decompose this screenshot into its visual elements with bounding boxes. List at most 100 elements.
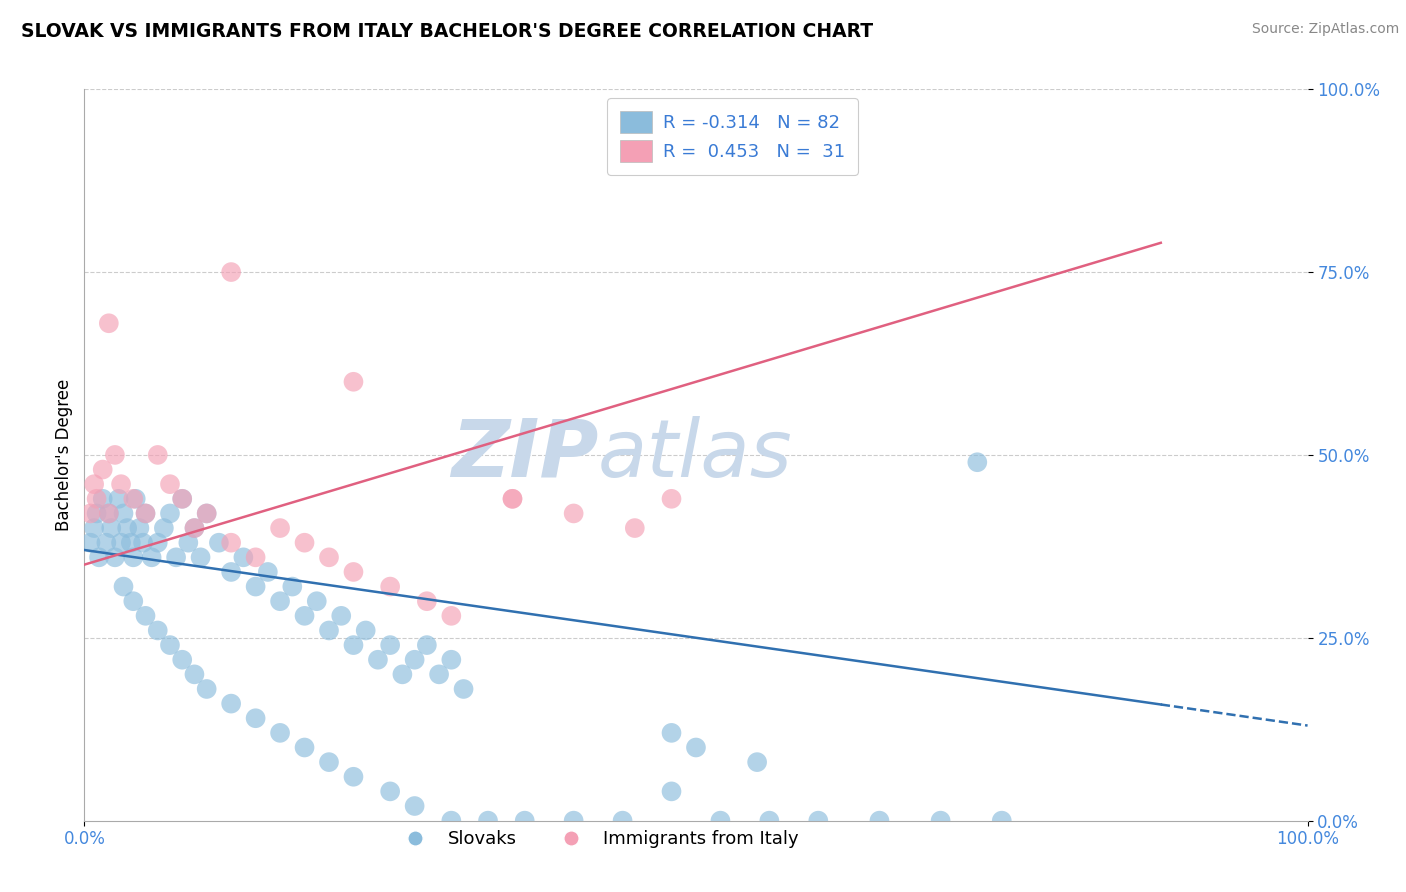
Point bbox=[966, 455, 988, 469]
Point bbox=[709, 814, 731, 828]
Point bbox=[367, 653, 389, 667]
Point bbox=[115, 521, 138, 535]
Point bbox=[159, 477, 181, 491]
Point bbox=[104, 550, 127, 565]
Point bbox=[183, 521, 205, 535]
Point bbox=[245, 550, 267, 565]
Point bbox=[195, 507, 218, 521]
Point bbox=[281, 580, 304, 594]
Point bbox=[245, 580, 267, 594]
Point bbox=[125, 491, 148, 506]
Point bbox=[91, 462, 114, 476]
Point bbox=[294, 608, 316, 623]
Point bbox=[453, 681, 475, 696]
Point bbox=[219, 697, 242, 711]
Point bbox=[128, 521, 150, 535]
Point bbox=[122, 491, 145, 506]
Point bbox=[269, 521, 291, 535]
Legend: Slovaks, Immigrants from Italy: Slovaks, Immigrants from Italy bbox=[389, 823, 806, 855]
Point bbox=[110, 477, 132, 491]
Point bbox=[97, 507, 120, 521]
Point bbox=[440, 814, 463, 828]
Point bbox=[146, 624, 169, 638]
Point bbox=[177, 535, 200, 549]
Point bbox=[624, 521, 647, 535]
Text: Source: ZipAtlas.com: Source: ZipAtlas.com bbox=[1251, 22, 1399, 37]
Point bbox=[330, 608, 353, 623]
Point bbox=[153, 521, 176, 535]
Point bbox=[132, 535, 155, 549]
Point bbox=[112, 507, 135, 521]
Point bbox=[135, 507, 157, 521]
Point bbox=[83, 477, 105, 491]
Point bbox=[104, 448, 127, 462]
Point bbox=[391, 667, 413, 681]
Point bbox=[107, 491, 129, 506]
Point bbox=[427, 667, 450, 681]
Point bbox=[172, 491, 194, 506]
Point bbox=[991, 814, 1014, 828]
Point bbox=[86, 491, 108, 506]
Point bbox=[159, 638, 181, 652]
Point bbox=[165, 550, 187, 565]
Point bbox=[159, 507, 181, 521]
Point bbox=[354, 624, 377, 638]
Y-axis label: Bachelor's Degree: Bachelor's Degree bbox=[55, 379, 73, 531]
Point bbox=[269, 726, 291, 740]
Point bbox=[661, 491, 683, 506]
Point bbox=[404, 653, 426, 667]
Point bbox=[208, 535, 231, 549]
Point bbox=[110, 535, 132, 549]
Point bbox=[172, 491, 194, 506]
Point bbox=[190, 550, 212, 565]
Point bbox=[342, 565, 364, 579]
Point bbox=[245, 711, 267, 725]
Point bbox=[416, 638, 439, 652]
Point bbox=[342, 375, 364, 389]
Point bbox=[122, 550, 145, 565]
Point bbox=[141, 550, 163, 565]
Point bbox=[305, 594, 328, 608]
Point bbox=[440, 608, 463, 623]
Point bbox=[513, 814, 536, 828]
Text: SLOVAK VS IMMIGRANTS FROM ITALY BACHELOR'S DEGREE CORRELATION CHART: SLOVAK VS IMMIGRANTS FROM ITALY BACHELOR… bbox=[21, 22, 873, 41]
Point bbox=[929, 814, 952, 828]
Point bbox=[869, 814, 891, 828]
Point bbox=[294, 535, 316, 549]
Point bbox=[661, 726, 683, 740]
Point bbox=[318, 755, 340, 769]
Text: ZIP: ZIP bbox=[451, 416, 598, 494]
Point bbox=[612, 814, 634, 828]
Point bbox=[342, 638, 364, 652]
Point bbox=[440, 653, 463, 667]
Point bbox=[404, 799, 426, 814]
Point bbox=[183, 521, 205, 535]
Point bbox=[87, 550, 110, 565]
Point bbox=[502, 491, 524, 506]
Point bbox=[294, 740, 316, 755]
Point bbox=[79, 535, 101, 549]
Point bbox=[562, 507, 585, 521]
Point bbox=[86, 507, 108, 521]
Point bbox=[562, 814, 585, 828]
Point bbox=[318, 624, 340, 638]
Point bbox=[172, 653, 194, 667]
Point bbox=[120, 535, 142, 549]
Point bbox=[758, 814, 780, 828]
Point bbox=[100, 521, 122, 535]
Point bbox=[219, 535, 242, 549]
Point bbox=[416, 594, 439, 608]
Point bbox=[83, 521, 105, 535]
Point bbox=[380, 638, 402, 652]
Point bbox=[685, 740, 707, 755]
Point bbox=[146, 535, 169, 549]
Point bbox=[79, 507, 101, 521]
Point bbox=[122, 594, 145, 608]
Point bbox=[91, 491, 114, 506]
Point bbox=[183, 667, 205, 681]
Point bbox=[219, 565, 242, 579]
Point bbox=[97, 507, 120, 521]
Point bbox=[342, 770, 364, 784]
Point bbox=[747, 755, 769, 769]
Point bbox=[318, 550, 340, 565]
